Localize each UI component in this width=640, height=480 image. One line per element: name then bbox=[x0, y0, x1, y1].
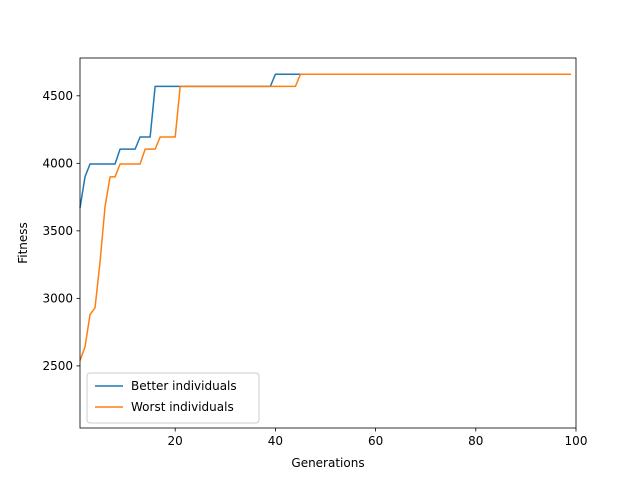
y-axis-label: Fitness bbox=[16, 222, 30, 264]
legend: Better individuals Worst individuals bbox=[86, 372, 260, 424]
y-tick-label-2: 3500 bbox=[42, 224, 73, 238]
plot-area bbox=[80, 58, 576, 428]
y-tick-label-0: 2500 bbox=[42, 359, 73, 373]
series-line-0 bbox=[79, 73, 571, 209]
x-axis-ticks: 20 40 60 80 100 bbox=[168, 428, 588, 448]
plot-frame bbox=[79, 57, 577, 429]
y-axis-ticks: 2500 3000 3500 4000 4500 bbox=[42, 89, 80, 373]
legend-label-1: Worst individuals bbox=[131, 400, 234, 414]
x-tick-label-0: 20 bbox=[168, 434, 183, 448]
legend-label-0: Better individuals bbox=[131, 379, 237, 393]
series-line-1 bbox=[79, 73, 571, 361]
y-tick-label-4: 4500 bbox=[42, 89, 73, 103]
x-tick-label-1: 40 bbox=[268, 434, 283, 448]
series-layer bbox=[79, 73, 571, 361]
legend-box bbox=[86, 372, 260, 424]
y-tick-label-1: 3000 bbox=[42, 291, 73, 305]
y-tick-label-3: 4000 bbox=[42, 156, 73, 170]
x-tick-label-2: 60 bbox=[368, 434, 383, 448]
x-tick-label-4: 100 bbox=[565, 434, 588, 448]
x-axis-label: Generations bbox=[291, 456, 364, 470]
x-tick-label-3: 80 bbox=[468, 434, 483, 448]
